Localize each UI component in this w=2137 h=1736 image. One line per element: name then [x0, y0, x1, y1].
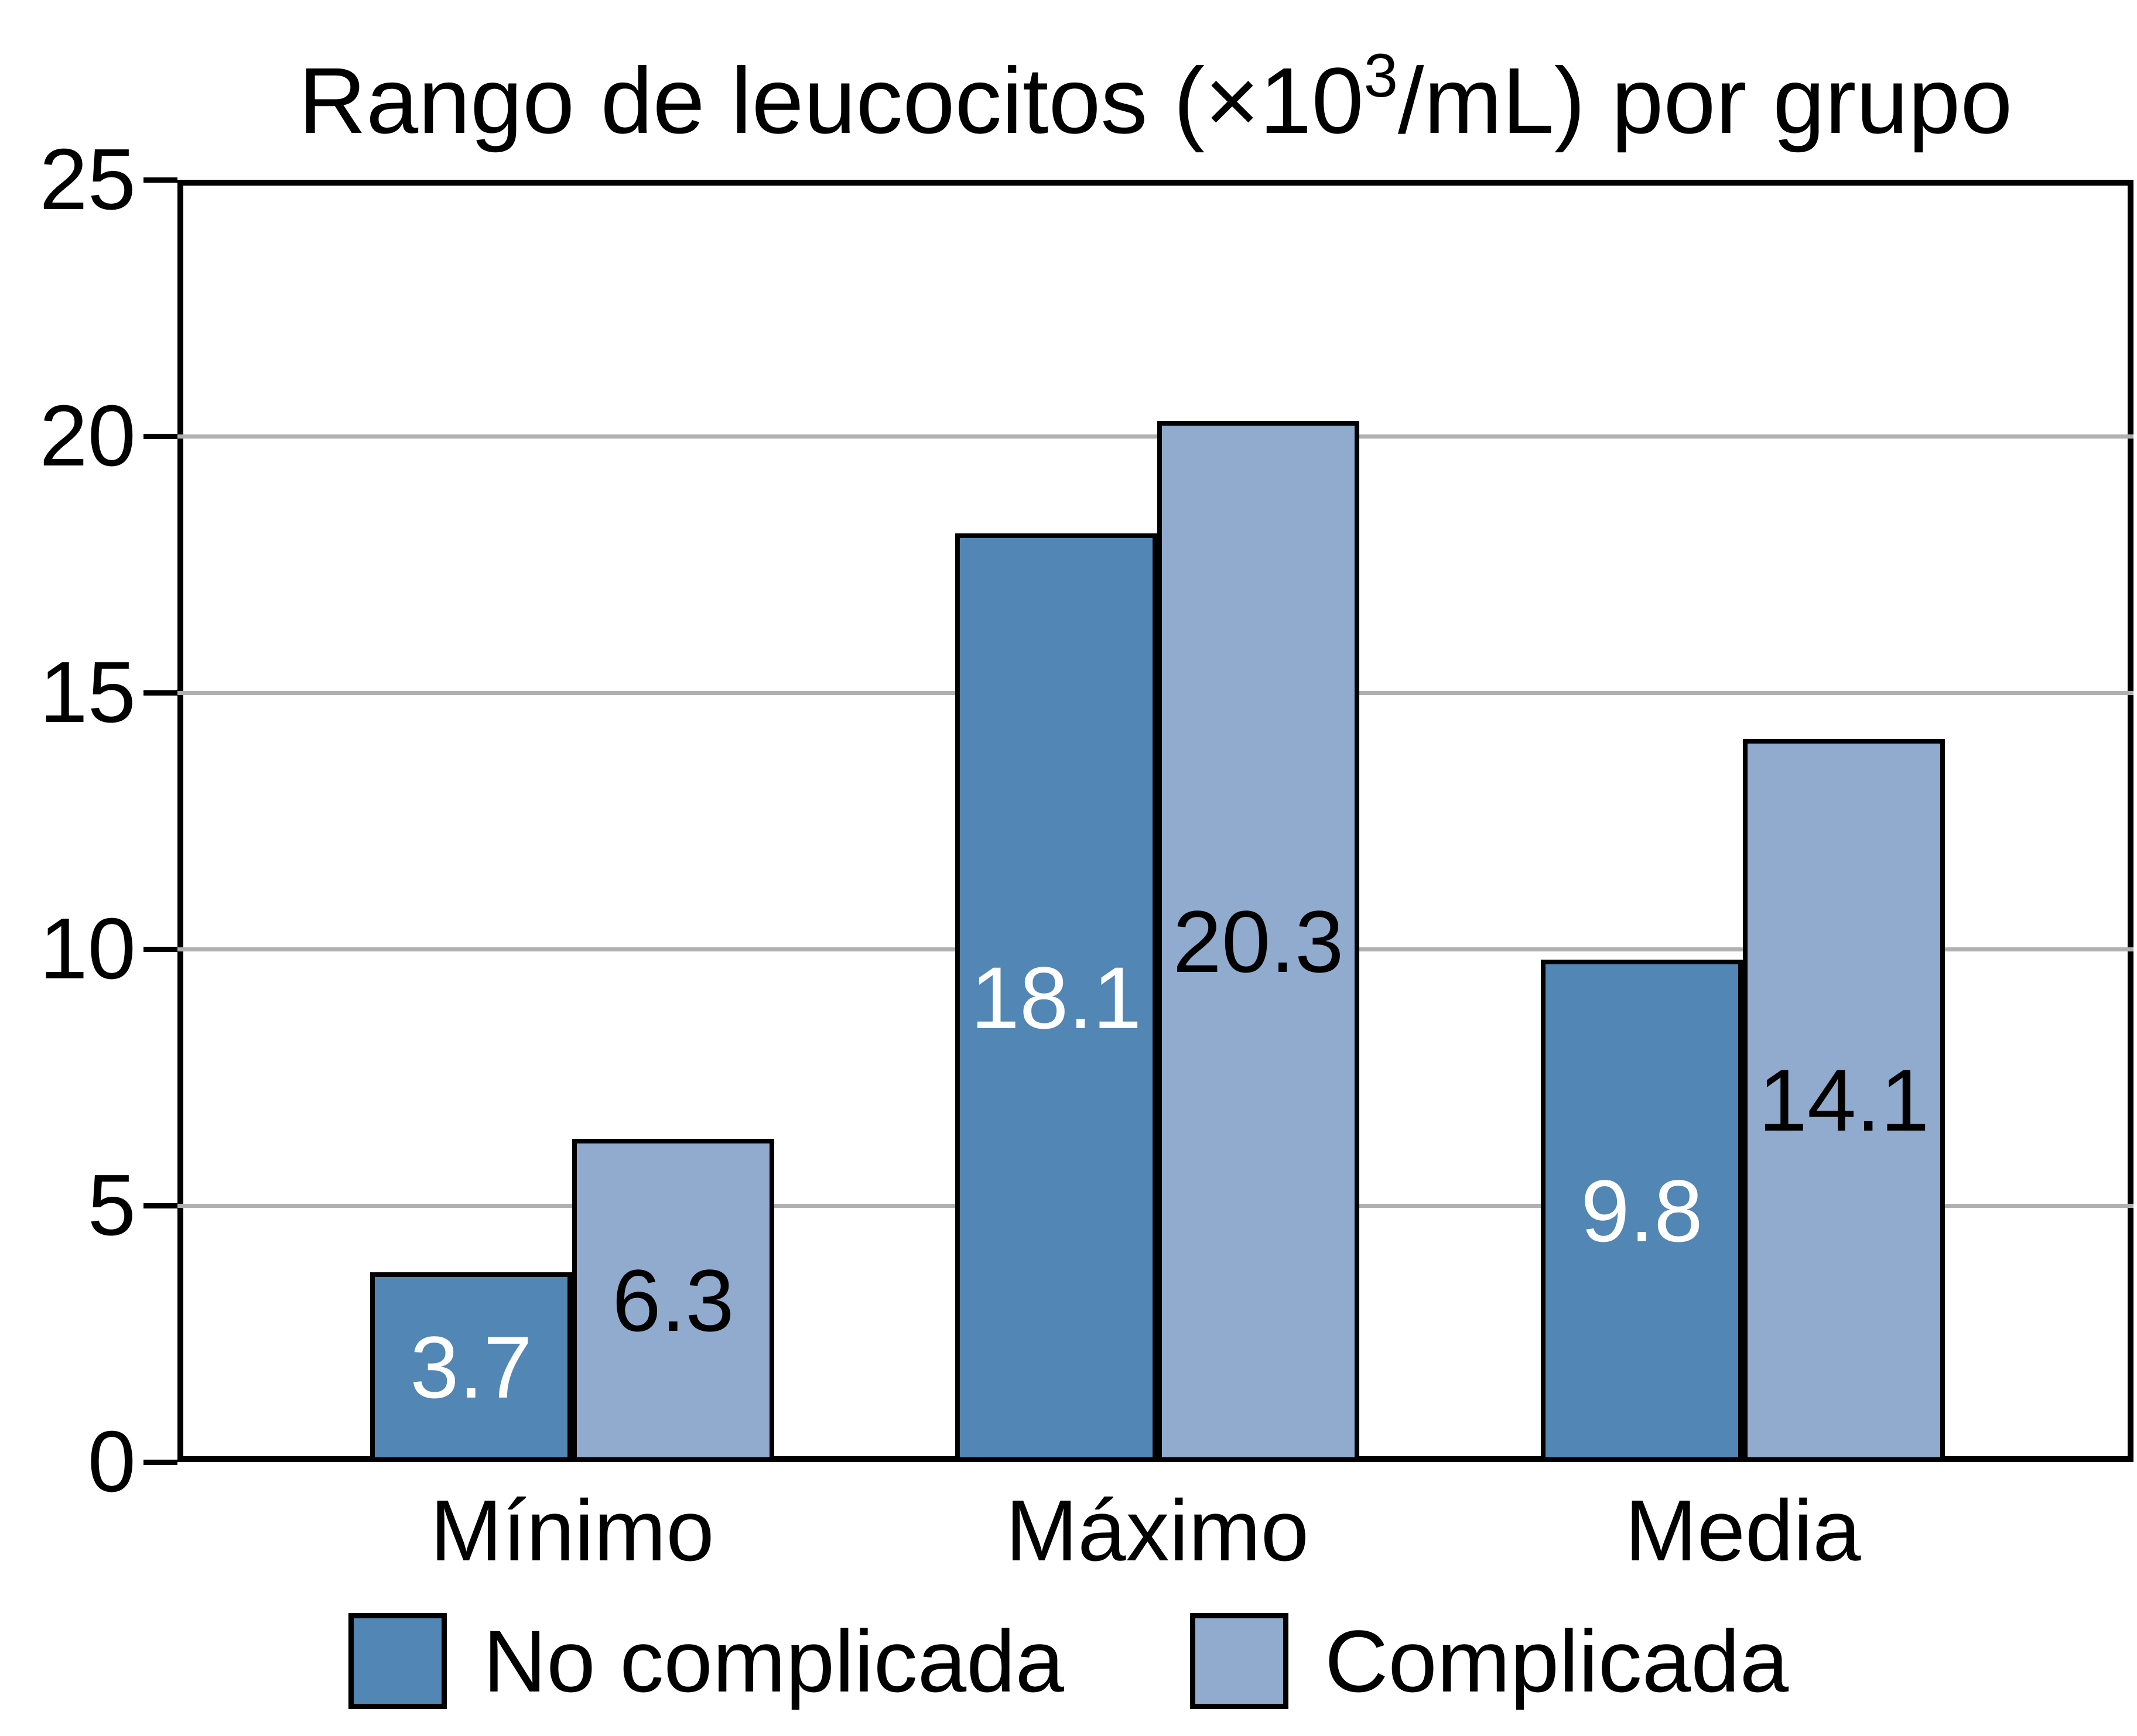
- bar-complicada-maximo: 20.3: [1157, 420, 1360, 1462]
- y-tick-label-0: 0: [87, 1413, 136, 1510]
- y-tick-label-5: 5: [87, 1157, 136, 1254]
- y-tick-5: [143, 1203, 177, 1208]
- y-tick-10: [143, 947, 177, 952]
- x-category-label-minimo: Mínimo: [430, 1482, 714, 1579]
- legend-item-complicada: Complicada: [1190, 1613, 1789, 1709]
- legend: No complicada Complicada: [0, 1613, 2137, 1709]
- chart-title: Rango de leucocitos (×103/mL) por grupo: [177, 18, 2133, 159]
- bar-value-label: 14.1: [1758, 1051, 1930, 1150]
- plot-area: 3.7 6.3 18.1 20.3 9.8 14.1: [177, 180, 2133, 1462]
- bar-value-label: 20.3: [1172, 892, 1344, 991]
- legend-label-complicada: Complicada: [1325, 1612, 1789, 1710]
- bar-no-complicada-media: 9.8: [1540, 959, 1743, 1462]
- bar-value-label: 9.8: [1581, 1161, 1703, 1260]
- y-tick-label-20: 20: [39, 388, 136, 484]
- legend-swatch-no-complicada: [348, 1613, 447, 1709]
- bar-complicada-media: 14.1: [1743, 738, 1945, 1462]
- y-tick-0: [143, 1460, 177, 1465]
- chart-title-superscript: 3: [1363, 42, 1398, 110]
- bar-value-label: 6.3: [612, 1251, 734, 1350]
- chart-title-text-end: /mL) por grupo: [1398, 48, 2013, 153]
- gridline-20: [177, 434, 2133, 439]
- y-tick-label-10: 10: [39, 900, 136, 997]
- bar-no-complicada-minimo: 3.7: [370, 1272, 572, 1462]
- y-tick-15: [143, 690, 177, 696]
- chart-title-text: Rango de leucocitos (×10: [298, 48, 1364, 153]
- legend-swatch-complicada: [1190, 1613, 1289, 1709]
- bar-complicada-minimo: 6.3: [572, 1139, 775, 1462]
- y-tick-20: [143, 434, 177, 439]
- bar-no-complicada-maximo: 18.1: [955, 533, 1157, 1462]
- x-category-label-maximo: Máximo: [1005, 1482, 1309, 1579]
- bar-value-label: 3.7: [410, 1317, 532, 1416]
- y-tick-label-15: 15: [39, 644, 136, 741]
- y-tick-label-25: 25: [39, 131, 136, 228]
- y-tick-25: [143, 177, 177, 183]
- bar-value-label: 18.1: [970, 949, 1142, 1047]
- legend-label-no-complicada: No complicada: [483, 1612, 1065, 1710]
- x-category-label-media: Media: [1625, 1482, 1861, 1579]
- legend-item-no-complicada: No complicada: [348, 1613, 1064, 1709]
